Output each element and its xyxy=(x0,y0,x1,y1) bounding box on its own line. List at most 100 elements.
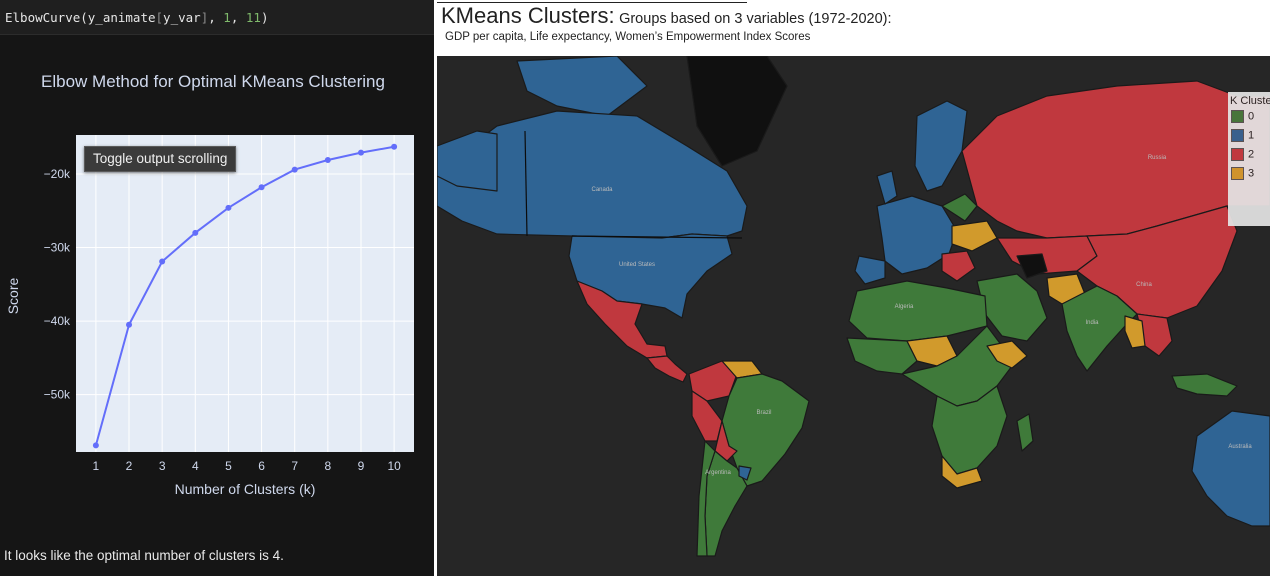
legend-item-0[interactable]: 0 xyxy=(1231,110,1254,124)
region-mexico[interactable] xyxy=(576,280,668,359)
legend-swatch xyxy=(1231,167,1244,180)
cluster-legend: K Clusters 0 1 2 3 xyxy=(1228,92,1270,226)
panel-divider xyxy=(434,0,437,576)
map-label-brazil: Brazil xyxy=(756,410,771,416)
y-tick-label: −30k xyxy=(44,241,71,255)
legend-item-3[interactable]: 3 xyxy=(1231,167,1254,181)
code-key: y_var xyxy=(163,10,201,25)
map-label-algeria: Algeria xyxy=(895,304,914,310)
map-label-canada: Canada xyxy=(591,187,613,193)
map-label-argentina: Argentina xyxy=(705,470,731,476)
region-west-africa[interactable] xyxy=(846,337,918,375)
series-score xyxy=(92,143,398,449)
data-point xyxy=(291,166,298,173)
code-sep: , xyxy=(208,10,224,25)
y-gridlines xyxy=(76,173,414,396)
x-tick-label: 3 xyxy=(159,459,166,473)
code-line: ElbowCurve(y_animate[y_var], 1, 11) xyxy=(5,10,268,25)
region-middle-east[interactable] xyxy=(976,273,1048,342)
y-tick-labels: −50k −40k −30k −20k xyxy=(44,167,71,402)
data-point xyxy=(126,321,133,328)
region-canada[interactable] xyxy=(437,110,748,239)
region-balkans[interactable] xyxy=(941,250,976,282)
region-china[interactable] xyxy=(1076,205,1238,319)
region-southern-africa[interactable] xyxy=(931,385,1008,475)
dashboard-title-main: KMeans Clusters: xyxy=(441,3,615,28)
code-bracket-open: [ xyxy=(155,10,164,25)
x-tick-label: 5 xyxy=(225,459,232,473)
legend-swatch xyxy=(1231,129,1244,142)
region-uruguay[interactable] xyxy=(738,465,752,481)
region-scandinavia[interactable] xyxy=(914,100,968,192)
dashboard-title: KMeans Clusters: Groups based on 3 varia… xyxy=(441,3,892,29)
x-tick-labels: 1 2 3 4 5 6 7 8 9 10 xyxy=(93,459,402,473)
region-myanmar[interactable] xyxy=(1124,315,1146,349)
legend-title: K Clusters xyxy=(1230,95,1270,107)
legend-swatch xyxy=(1231,110,1244,123)
x-tick-label: 4 xyxy=(192,459,199,473)
border-alaska xyxy=(524,130,528,237)
data-point xyxy=(258,184,265,191)
x-tick-label: 10 xyxy=(387,459,401,473)
region-uk[interactable] xyxy=(876,170,898,205)
x-axis-label: Number of Clusters (k) xyxy=(175,481,316,497)
region-caucasus[interactable] xyxy=(1016,253,1048,279)
code-fn: ElbowCurve(y_animate xyxy=(5,10,156,25)
region-eastern-europe-a[interactable] xyxy=(951,220,998,252)
data-point xyxy=(391,143,398,150)
notebook-panel: ElbowCurve(y_animate[y_var], 1, 11) Elbo… xyxy=(0,0,434,576)
map-label-china: China xyxy=(1136,282,1152,288)
elbow-chart: Elbow Method for Optimal KMeans Clusteri… xyxy=(5,72,414,497)
title-rule xyxy=(437,2,747,3)
region-north-africa[interactable] xyxy=(848,280,988,342)
x-tick-label: 6 xyxy=(258,459,265,473)
region-central-america[interactable] xyxy=(646,355,688,383)
legend-label: 2 xyxy=(1248,148,1255,161)
region-western-europe[interactable] xyxy=(876,195,958,275)
code-cell[interactable]: ElbowCurve(y_animate[y_var], 1, 11) xyxy=(0,0,434,35)
code-arg-stop: 11 xyxy=(245,10,261,25)
region-south-africa[interactable] xyxy=(941,455,983,489)
data-point xyxy=(92,442,99,449)
map-label-united-states: United States xyxy=(619,262,655,268)
series-line xyxy=(94,145,395,446)
x-tick-label: 1 xyxy=(93,459,100,473)
legend-label: 1 xyxy=(1248,129,1255,142)
data-point xyxy=(159,258,166,265)
region-iberia[interactable] xyxy=(854,255,886,285)
x-tick-label: 2 xyxy=(126,459,133,473)
map-label-australia: Australia xyxy=(1228,444,1252,450)
y-axis-label: Score xyxy=(5,278,21,315)
code-sep: , xyxy=(230,10,246,25)
region-indonesia[interactable] xyxy=(1171,373,1238,397)
region-alaska[interactable] xyxy=(437,130,498,192)
legend-label: 0 xyxy=(1248,110,1255,123)
chart-title: Elbow Method for Optimal KMeans Clusteri… xyxy=(41,72,385,91)
region-greenland[interactable] xyxy=(686,56,788,167)
world-map[interactable]: Canada United States Russia China India … xyxy=(437,56,1270,576)
border-canada-us xyxy=(571,235,743,239)
x-tick-label: 7 xyxy=(291,459,298,473)
region-india[interactable] xyxy=(1061,285,1138,372)
region-australia[interactable] xyxy=(1191,410,1270,527)
region-arctic-islands[interactable] xyxy=(516,56,648,117)
y-tick-label: −20k xyxy=(44,167,71,181)
y-tick-label: −40k xyxy=(44,314,71,328)
map-label-india: India xyxy=(1085,320,1099,326)
dashboard-subtitle: GDP per capita, Life expectancy, Women’s… xyxy=(445,31,811,43)
legend-item-1[interactable]: 1 xyxy=(1231,129,1254,143)
legend-item-2[interactable]: 2 xyxy=(1231,148,1254,162)
data-point xyxy=(192,229,199,236)
output-text: It looks like the optimal number of clus… xyxy=(4,548,284,563)
legend-label: 3 xyxy=(1248,167,1255,180)
dashboard-panel: KMeans Clusters: Groups based on 3 varia… xyxy=(437,0,1270,576)
toggle-output-scrolling-button[interactable]: Toggle output scrolling xyxy=(84,146,237,172)
region-bolivia[interactable] xyxy=(714,420,738,462)
dashboard-title-rest: Groups based on 3 variables (1972-2020): xyxy=(619,11,892,27)
region-madagascar[interactable] xyxy=(1016,413,1034,452)
data-point xyxy=(225,204,232,211)
region-chile[interactable] xyxy=(696,440,716,557)
code-close: ) xyxy=(260,10,269,25)
map-label-russia: Russia xyxy=(1148,155,1167,161)
region-horn-of-africa[interactable] xyxy=(986,340,1028,369)
